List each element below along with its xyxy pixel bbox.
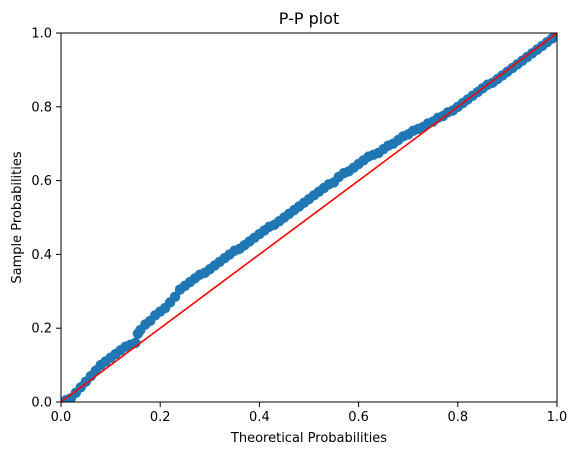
x-tick-label: 0.0 [51,410,72,425]
y-tick-label: 0.4 [31,248,52,263]
x-tick-label: 0.4 [249,410,270,425]
reference-line [61,33,557,402]
x-tick-label: 0.8 [447,410,468,425]
chart-title: P-P plot [279,9,339,28]
y-tick-label: 0.6 [31,174,52,189]
y-axis-label: Sample Probabilities [10,151,25,284]
axes-frame [60,32,558,403]
plot-area [60,32,558,403]
x-tick-label: 1.0 [547,410,568,425]
x-tick-label: 0.6 [348,410,369,425]
data-point [169,291,181,303]
x-axis-label: Theoretical Probabilities [230,431,387,446]
y-tick-label: 0.2 [31,322,52,337]
plot-inner [61,33,557,402]
y-tick-label: 0.0 [31,396,52,411]
x-tick-label: 0.2 [150,410,171,425]
y-tick-label: 1.0 [31,27,52,42]
y-tick-label: 0.8 [31,100,52,115]
axis-ticks: 0.0 0.2 0.4 0.6 0.8 1.0 0.0 0.2 0.4 0.6 0.8 1.0 [31,27,567,426]
